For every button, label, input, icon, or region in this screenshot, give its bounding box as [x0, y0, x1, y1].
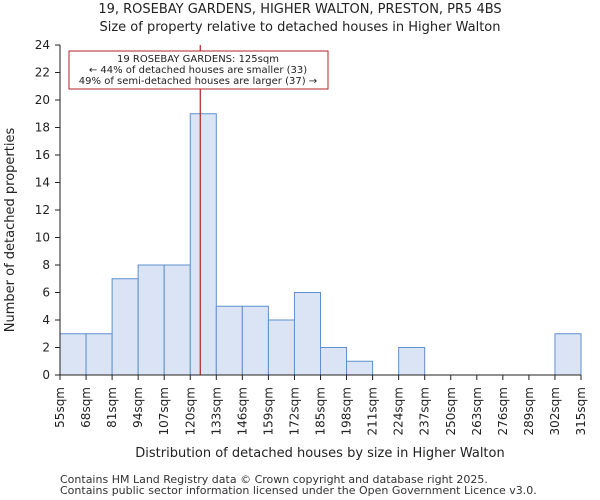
x-axis-label: Distribution of detached houses by size …: [135, 446, 504, 461]
y-tick-label: 2: [42, 341, 50, 355]
bar-146sqm: [241, 305, 269, 376]
x-tick-label: 211sqm: [366, 387, 380, 435]
y-tick-label: 22: [35, 66, 50, 80]
annotation-line-3: 49% of semi-detached houses are larger (…: [79, 76, 317, 87]
annotation-line-1: 19 ROSEBAY GARDENS: 125sqm: [117, 54, 279, 65]
x-tick-label: 146sqm: [235, 387, 249, 435]
y-tick-label: 20: [35, 93, 50, 107]
bar-198sqm: [346, 360, 374, 376]
x-tick-label: 315sqm: [574, 387, 588, 435]
y-tick-label: 18: [35, 121, 50, 135]
x-tick-label: 250sqm: [444, 387, 458, 435]
y-tick-label: 12: [35, 203, 50, 217]
x-tick-label: 224sqm: [392, 387, 406, 435]
x-tick-label: 237sqm: [418, 387, 432, 435]
x-tick-label: 172sqm: [287, 387, 301, 435]
y-tick-label: 10: [35, 231, 50, 245]
bar-302sqm: [554, 333, 582, 376]
bar-159sqm: [267, 319, 295, 376]
y-tick-label: 0: [42, 368, 50, 382]
bars-group: [59, 113, 582, 376]
x-tick-label: 55sqm: [53, 387, 67, 428]
bar-55sqm: [59, 333, 87, 376]
x-tick-label: 302sqm: [548, 387, 562, 435]
x-tick-label: 289sqm: [522, 387, 536, 435]
bar-185sqm: [320, 347, 348, 376]
bar-81sqm: [111, 278, 139, 376]
y-tick-label: 14: [35, 176, 50, 190]
x-tick-label: 198sqm: [340, 387, 354, 435]
y-tick-label: 24: [35, 38, 50, 52]
x-axis-ticks: 55sqm 68sqm 81sqm 94sqm 107sqm 120sqm 133sqm 14…: [53, 375, 588, 435]
x-tick-label: 120sqm: [183, 387, 197, 435]
x-tick-label: 159sqm: [261, 387, 275, 435]
annotation-line-2: ← 44% of detached houses are smaller (33…: [89, 65, 307, 76]
bar-107sqm: [163, 264, 191, 376]
x-tick-label: 94sqm: [131, 387, 145, 428]
annotation-box: [68, 50, 329, 90]
y-axis-label: Number of detached properties: [3, 128, 18, 333]
bar-94sqm: [137, 264, 165, 376]
y-tick-label: 4: [42, 313, 50, 327]
y-tick-label: 6: [42, 286, 50, 300]
footer-licence: Contains public sector information licen…: [60, 484, 537, 497]
x-tick-label: 276sqm: [496, 387, 510, 435]
chart-subtitle: Size of property relative to detached ho…: [99, 20, 501, 35]
x-tick-label: 81sqm: [105, 387, 119, 428]
footer-copyright: Contains HM Land Registry data © Crown c…: [60, 473, 488, 486]
x-tick-label: 133sqm: [209, 387, 223, 435]
bar-133sqm: [215, 305, 243, 376]
x-tick-label: 185sqm: [314, 387, 328, 435]
x-tick-label: 68sqm: [79, 387, 93, 428]
bar-172sqm: [293, 292, 322, 376]
bar-120sqm: [189, 113, 217, 376]
bar-68sqm: [85, 333, 113, 376]
chart-title: 19, ROSEBAY GARDENS, HIGHER WALTON, PRES…: [98, 2, 502, 17]
bar-224sqm: [398, 347, 426, 376]
y-tick-label: 8: [42, 258, 50, 272]
x-tick-label: 263sqm: [470, 387, 484, 435]
x-tick-label: 107sqm: [157, 387, 171, 435]
y-tick-label: 16: [35, 148, 50, 162]
